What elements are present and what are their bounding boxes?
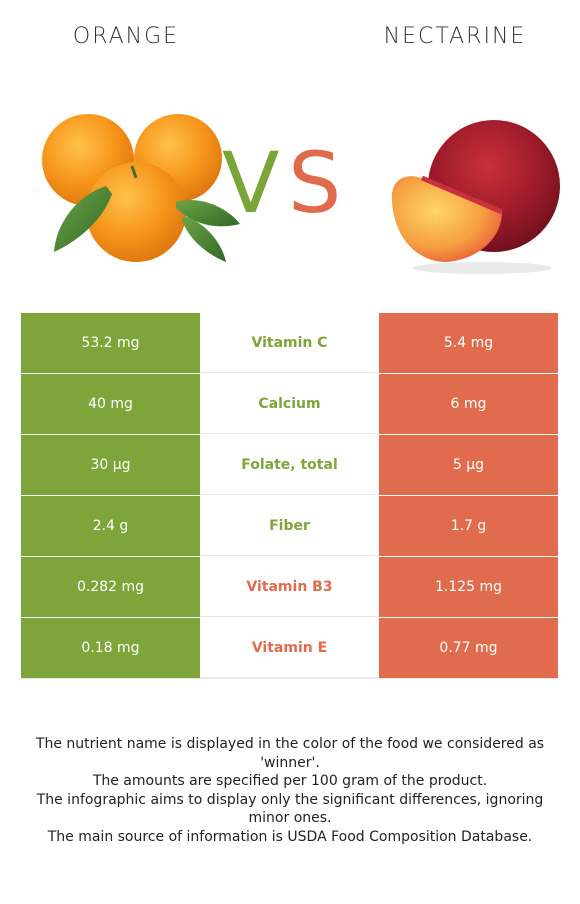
- table-row: 40 mg Calcium 6 mg: [21, 374, 558, 435]
- table-row: 0.18 mg Vitamin E 0.77 mg: [21, 618, 558, 679]
- right-value-cell: 6 mg: [379, 374, 558, 434]
- footnote-source: The main source of information is USDA F…: [47, 828, 533, 845]
- right-value-cell: 5 µg: [379, 435, 558, 495]
- right-food-title: NECTARINE: [383, 24, 527, 49]
- table-row: 2.4 g Fiber 1.7 g: [21, 496, 558, 557]
- versus-label: V S: [222, 133, 362, 233]
- vs-s-letter: S: [288, 134, 342, 232]
- left-value-cell: 2.4 g: [21, 496, 200, 556]
- right-value-cell: 0.77 mg: [379, 618, 558, 678]
- vs-v-letter: V: [222, 134, 280, 232]
- footnote-winner: The nutrient name is displayed in the co…: [35, 736, 545, 771]
- left-food-title: ORANGE: [72, 24, 180, 49]
- nutrient-name-cell: Vitamin B3: [200, 557, 379, 617]
- left-value-cell: 0.282 mg: [21, 557, 200, 617]
- left-value-cell: 53.2 mg: [21, 313, 200, 373]
- footnote-amounts: The amounts are specified per 100 gram o…: [92, 773, 488, 789]
- nutrient-name-cell: Folate, total: [200, 435, 379, 495]
- nutrient-name-cell: Vitamin E: [200, 618, 379, 678]
- table-row: 53.2 mg Vitamin C 5.4 mg: [21, 313, 558, 374]
- nectarine-fruit-icon: [391, 120, 560, 274]
- nutrient-comparison-table: 53.2 mg Vitamin C 5.4 mg 40 mg Calcium 6 mg 30…: [21, 313, 558, 679]
- footnote-aim: The infographic aims to display only the…: [36, 791, 544, 827]
- nutrient-name-cell: Vitamin C: [200, 313, 379, 373]
- orange-fruit-icon: [42, 114, 240, 262]
- left-value-cell: 40 mg: [21, 374, 200, 434]
- nutrient-name-cell: Calcium: [200, 374, 379, 434]
- footnotes: The nutrient name is displayed in the co…: [20, 735, 560, 846]
- left-value-cell: 30 µg: [21, 435, 200, 495]
- table-row: 30 µg Folate, total 5 µg: [21, 435, 558, 496]
- table-row: 0.282 mg Vitamin B3 1.125 mg: [21, 557, 558, 618]
- left-value-cell: 0.18 mg: [21, 618, 200, 678]
- right-value-cell: 1.125 mg: [379, 557, 558, 617]
- nutrient-name-cell: Fiber: [200, 496, 379, 556]
- right-value-cell: 5.4 mg: [379, 313, 558, 373]
- right-value-cell: 1.7 g: [379, 496, 558, 556]
